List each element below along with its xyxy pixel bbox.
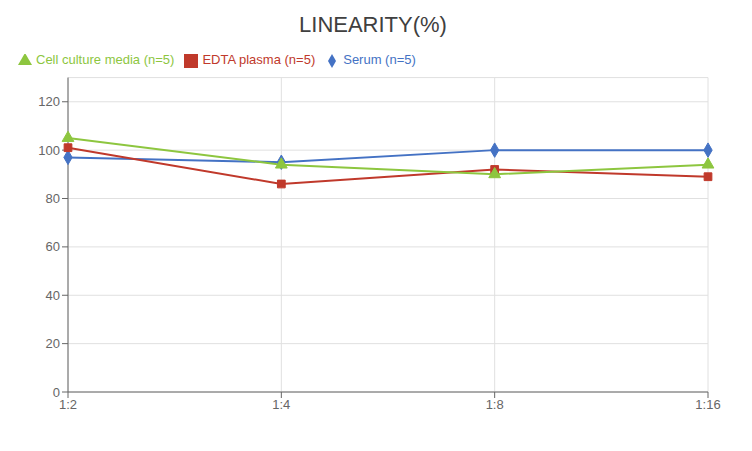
svg-text:1:4: 1:4 — [272, 397, 290, 412]
svg-text:1:16: 1:16 — [695, 397, 720, 412]
html-text:Cell culture media (n=5): Cell culture media (n=5) — [36, 52, 175, 67]
html-text:Serum (n=5): Serum (n=5) — [343, 52, 416, 67]
svg-text:20: 20 — [46, 336, 60, 351]
svg-text:1:8: 1:8 — [486, 397, 504, 412]
html-text:LINEARITY(%): LINEARITY(%) — [299, 12, 447, 37]
svg-text:40: 40 — [46, 288, 60, 303]
svg-text:0: 0 — [53, 385, 60, 400]
svg-text:80: 80 — [46, 191, 60, 206]
html-text:EDTA plasma (n=5): EDTA plasma (n=5) — [202, 52, 316, 67]
svg-text:1:2: 1:2 — [59, 397, 77, 412]
svg-text:100: 100 — [38, 143, 60, 158]
svg-text:60: 60 — [46, 239, 60, 254]
svg-text:120: 120 — [38, 94, 60, 109]
